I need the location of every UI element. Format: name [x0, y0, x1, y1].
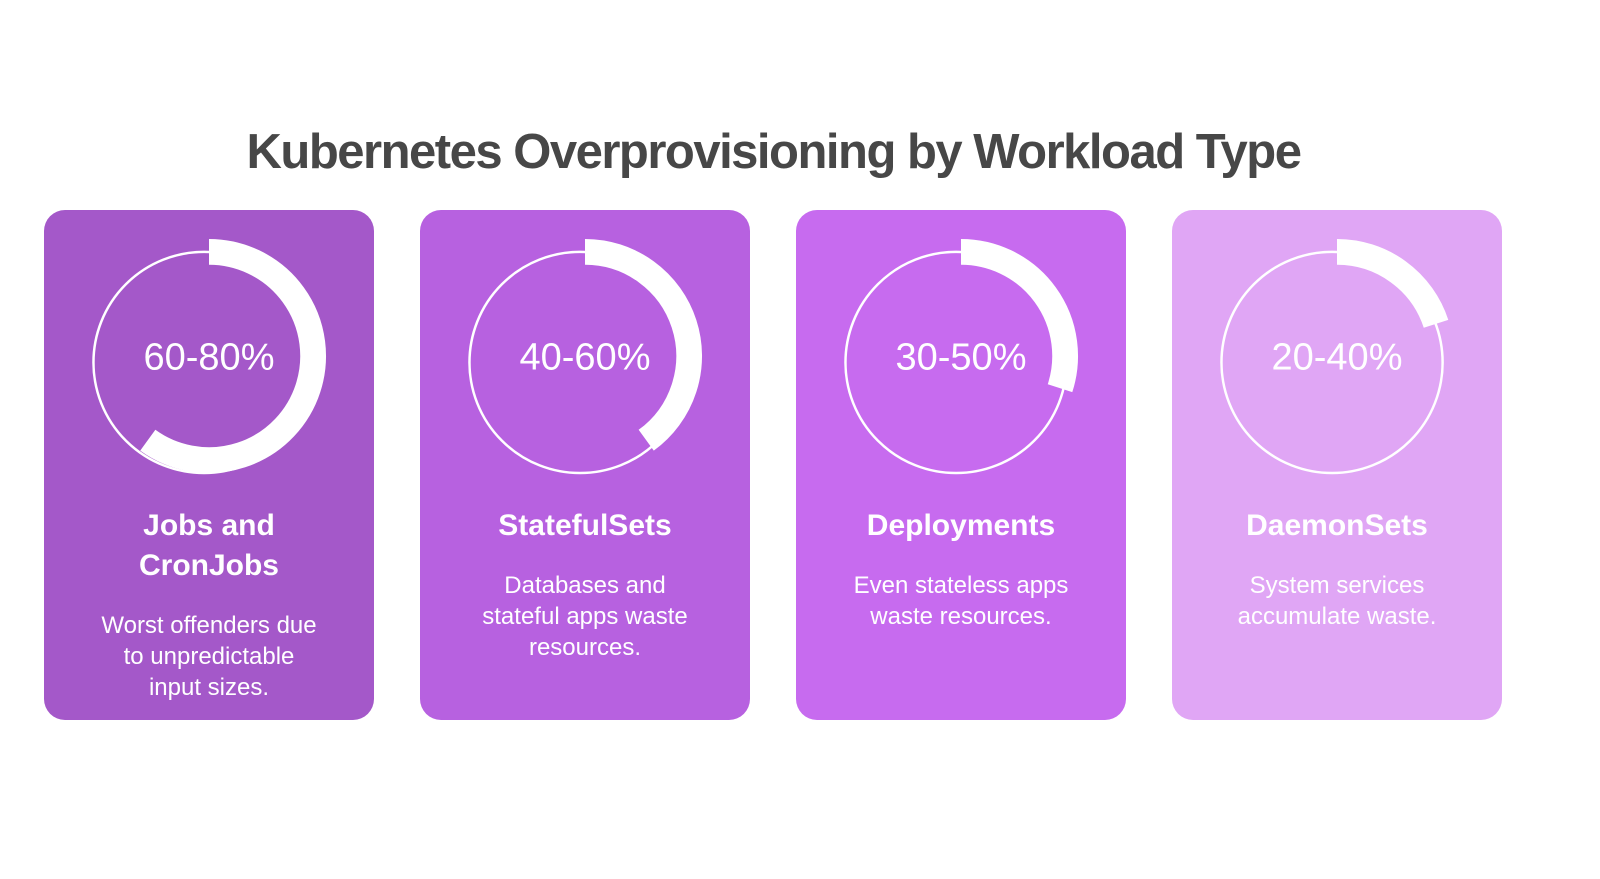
donut-range-label: 20-40%: [1271, 336, 1403, 379]
donut-range-label: 40-60%: [519, 336, 651, 379]
card-title: Jobs and CronJobs: [138, 509, 279, 582]
donut-chart: 30-50%: [842, 237, 1080, 475]
card-title: StatefulSets: [498, 509, 672, 542]
donut-chart: 60-80%: [90, 237, 328, 475]
card-description: Even stateless apps waste resources.: [853, 572, 1069, 630]
card-description: Worst offenders due to unpredictable inp…: [101, 612, 317, 701]
workload-card-deployments: 30-50% Deployments Even stateless apps w…: [796, 210, 1126, 720]
workload-card-daemonsets: 20-40% DaemonSets System services accumu…: [1172, 210, 1502, 720]
card-title: DaemonSets: [1246, 509, 1428, 542]
cards-row: 60-80% Jobs and CronJobs Worst offenders…: [44, 210, 1502, 720]
donut-track-circle: [1220, 250, 1444, 475]
donut-svg: [1220, 238, 1449, 475]
donut-svg: [92, 238, 326, 475]
donut-progress-arc: [584, 238, 702, 451]
donut-progress-arc: [960, 238, 1079, 393]
card-title: Deployments: [866, 509, 1056, 542]
donut-svg: [844, 238, 1079, 475]
donut-chart: 40-60%: [466, 237, 704, 475]
card-description: Databases and stateful apps waste resour…: [482, 572, 688, 661]
donut-chart: 20-40%: [1218, 237, 1456, 475]
donut-svg: [468, 238, 702, 475]
card-description: System services accumulate waste.: [1237, 572, 1437, 630]
donut-progress-arc: [1336, 238, 1449, 329]
donut-range-label: 30-50%: [895, 336, 1027, 379]
page-title: Kubernetes Overprovisioning by Workload …: [246, 125, 1302, 179]
donut-range-label: 60-80%: [143, 336, 275, 379]
workload-card-jobs-cronjobs: 60-80% Jobs and CronJobs Worst offenders…: [44, 210, 374, 720]
workload-card-statefulsets: 40-60% StatefulSets Databases and statef…: [420, 210, 750, 720]
donut-progress-arc: [140, 238, 326, 474]
